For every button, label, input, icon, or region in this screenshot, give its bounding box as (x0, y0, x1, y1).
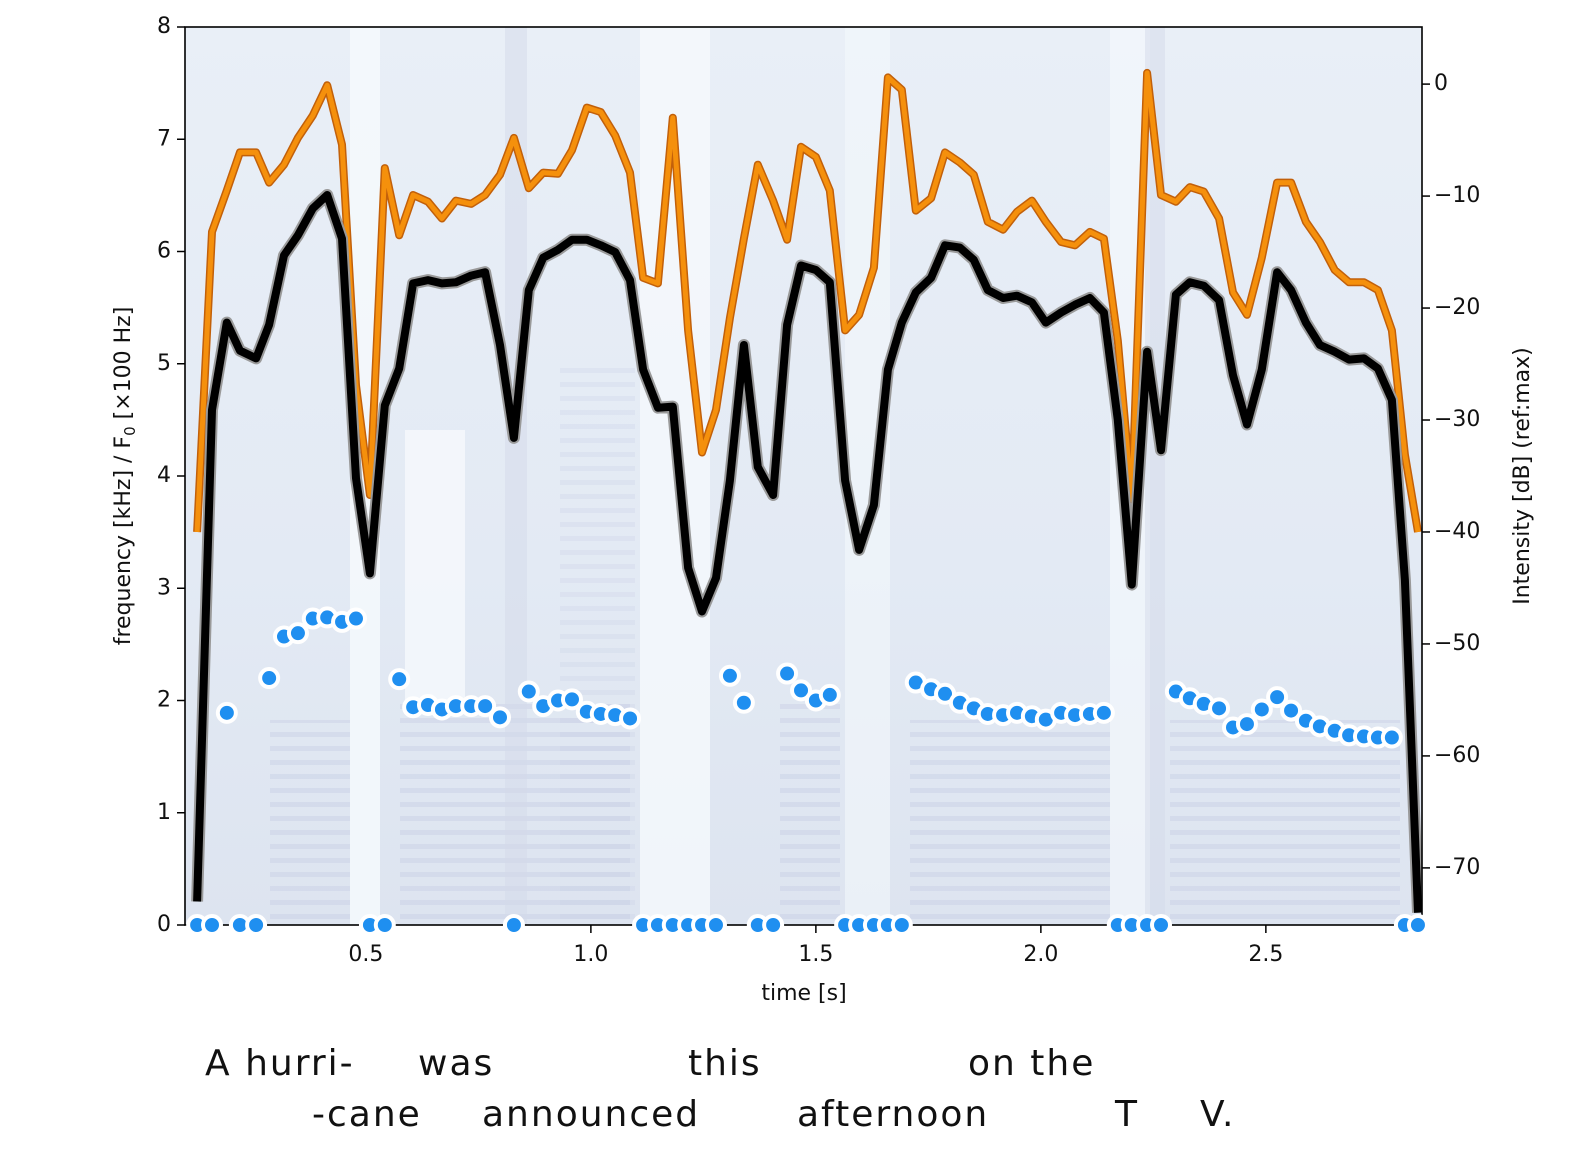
y2-axis-label: Intensity [dB] (ref:max) (1510, 347, 1535, 605)
f0-point (502, 914, 525, 936)
f0-point (200, 914, 223, 936)
y-tick-label: 4 (157, 463, 171, 488)
x-tick-label: 2.5 (1248, 942, 1283, 967)
f0-point (560, 688, 583, 711)
f0-point (517, 680, 540, 703)
f0-point (1092, 701, 1115, 724)
f0-point (258, 667, 281, 690)
transcript-word: -cane (312, 1094, 422, 1135)
f0-point (890, 914, 913, 936)
y2-tick-label: 0 (1434, 71, 1448, 96)
y-axis-label: frequency [kHz] / F0 [×100 Hz] (111, 307, 139, 646)
y2-tick-label: −40 (1434, 519, 1480, 544)
y2-tick-label: −50 (1434, 631, 1480, 656)
y-axis-label-part: 0 (121, 426, 139, 436)
f0-point (1250, 698, 1273, 721)
f0-point (1266, 686, 1289, 709)
f0-point (286, 622, 309, 645)
f0-point (704, 914, 727, 936)
transcript-word: A hurri- (205, 1043, 355, 1084)
y-tick-label: 6 (157, 239, 171, 264)
transcript-word: was (418, 1043, 494, 1084)
y-tick-label: 5 (157, 351, 171, 376)
y2-tick-label: −30 (1434, 407, 1480, 432)
f0-point (1406, 914, 1429, 936)
plot-area (191, 68, 1422, 913)
y-tick-label: 7 (157, 126, 171, 151)
transcript-word: T (1114, 1094, 1139, 1135)
y-tick-label: 3 (157, 575, 171, 600)
f0-point (790, 679, 813, 702)
x-axis-label: time [s] (761, 981, 846, 1006)
f0-point (373, 914, 396, 936)
y2-tick-label: −10 (1434, 183, 1480, 208)
transcript-word: this (688, 1043, 762, 1084)
transcript-word: on the (968, 1043, 1095, 1084)
f0-point (732, 691, 755, 714)
f0-point (488, 706, 511, 729)
y2-tick-label: −60 (1434, 743, 1480, 768)
spectrogram (185, 27, 1422, 925)
x-tick-label: 1.0 (573, 942, 608, 967)
y-tick-label: 2 (157, 688, 171, 713)
y2-tick-label: −70 (1434, 855, 1480, 880)
f0-point (1208, 697, 1231, 720)
x-tick-label: 2.0 (1023, 942, 1058, 967)
f0-point (776, 662, 799, 685)
y-tick-label: 0 (157, 912, 171, 937)
x-tick-label: 1.5 (798, 942, 833, 967)
intensity-line (193, 191, 1422, 913)
y2-tick-label: −20 (1434, 295, 1480, 320)
y-tick-label: 1 (157, 800, 171, 825)
x-tick-label: 0.5 (348, 942, 383, 967)
f0-point (1150, 914, 1173, 936)
f0-point (762, 914, 785, 936)
f0-point (619, 707, 642, 730)
f0-point (344, 607, 367, 630)
f0-point (245, 914, 268, 936)
f0-point (474, 695, 497, 718)
y-axis-label-part: frequency [kHz] / F (111, 436, 136, 645)
y-tick-label: 8 (157, 14, 171, 39)
f0-point (818, 683, 841, 706)
intensity-line (194, 70, 1421, 533)
f0-point (1380, 726, 1403, 749)
transcript-word: afternoon (797, 1094, 989, 1135)
f0-point (718, 664, 741, 687)
f0-point (388, 668, 411, 691)
y-axis-label-part: [×100 Hz] (111, 307, 136, 427)
f0-point (215, 701, 238, 724)
transcript-word: V. (1200, 1094, 1235, 1135)
f0-point (1280, 699, 1303, 722)
transcript-word: announced (482, 1094, 700, 1135)
f0-point (1235, 713, 1258, 736)
